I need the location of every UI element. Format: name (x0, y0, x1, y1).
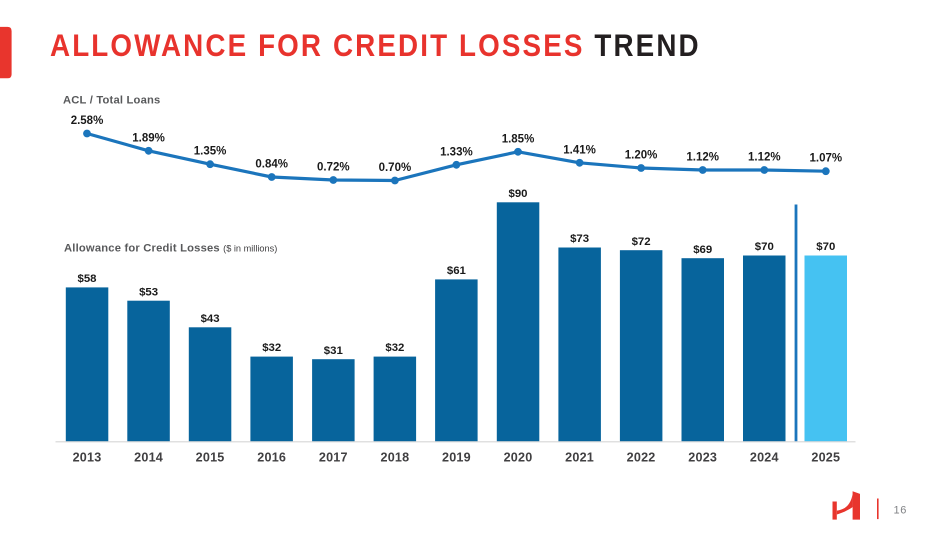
svg-text:1.33%: 1.33% (440, 146, 473, 158)
svg-text:$32: $32 (385, 342, 404, 354)
svg-text:2021: 2021 (565, 451, 594, 465)
svg-text:2017: 2017 (319, 451, 348, 465)
svg-text:$70: $70 (755, 241, 774, 253)
svg-text:2020: 2020 (504, 451, 533, 465)
svg-text:1.12%: 1.12% (686, 152, 719, 164)
svg-text:1.35%: 1.35% (194, 146, 227, 158)
svg-text:1.12%: 1.12% (748, 152, 781, 164)
svg-text:1.41%: 1.41% (563, 144, 596, 156)
svg-text:$73: $73 (570, 233, 589, 245)
svg-text:2019: 2019 (442, 451, 471, 465)
svg-text:2024: 2024 (750, 451, 779, 465)
svg-text:1.20%: 1.20% (625, 150, 658, 162)
svg-text:$43: $43 (201, 313, 220, 325)
svg-text:0.84%: 0.84% (255, 159, 288, 171)
svg-text:2025: 2025 (811, 451, 840, 465)
svg-text:$58: $58 (77, 273, 96, 285)
svg-text:0.72%: 0.72% (317, 162, 350, 174)
svg-text:$90: $90 (508, 188, 527, 200)
svg-text:$31: $31 (324, 345, 344, 357)
svg-text:ALLOWANCE FOR CREDIT LOSSES TR: ALLOWANCE FOR CREDIT LOSSES TREND (50, 28, 701, 63)
svg-text:2018: 2018 (380, 451, 409, 465)
svg-text:ACL / Total Loans: ACL / Total Loans (63, 95, 160, 107)
svg-text:16: 16 (894, 505, 907, 517)
svg-text:1.85%: 1.85% (502, 133, 535, 145)
svg-text:$61: $61 (447, 265, 467, 277)
svg-text:2023: 2023 (688, 451, 717, 465)
svg-text:$32: $32 (262, 342, 281, 354)
svg-text:2014: 2014 (134, 451, 163, 465)
svg-text:0.70%: 0.70% (379, 162, 412, 174)
svg-text:$70: $70 (816, 241, 835, 253)
svg-text:$69: $69 (693, 244, 712, 256)
svg-text:1.07%: 1.07% (809, 153, 842, 165)
svg-text:Allowance for Credit Losses ($: Allowance for Credit Losses ($ in millio… (64, 243, 277, 255)
svg-text:2016: 2016 (257, 451, 286, 465)
svg-text:2015: 2015 (196, 451, 225, 465)
svg-text:1.89%: 1.89% (132, 132, 165, 144)
svg-text:$72: $72 (632, 236, 651, 248)
svg-text:2.58%: 2.58% (71, 115, 104, 127)
svg-text:2013: 2013 (73, 451, 102, 465)
svg-text:$53: $53 (139, 286, 158, 298)
svg-text:2022: 2022 (627, 451, 656, 465)
